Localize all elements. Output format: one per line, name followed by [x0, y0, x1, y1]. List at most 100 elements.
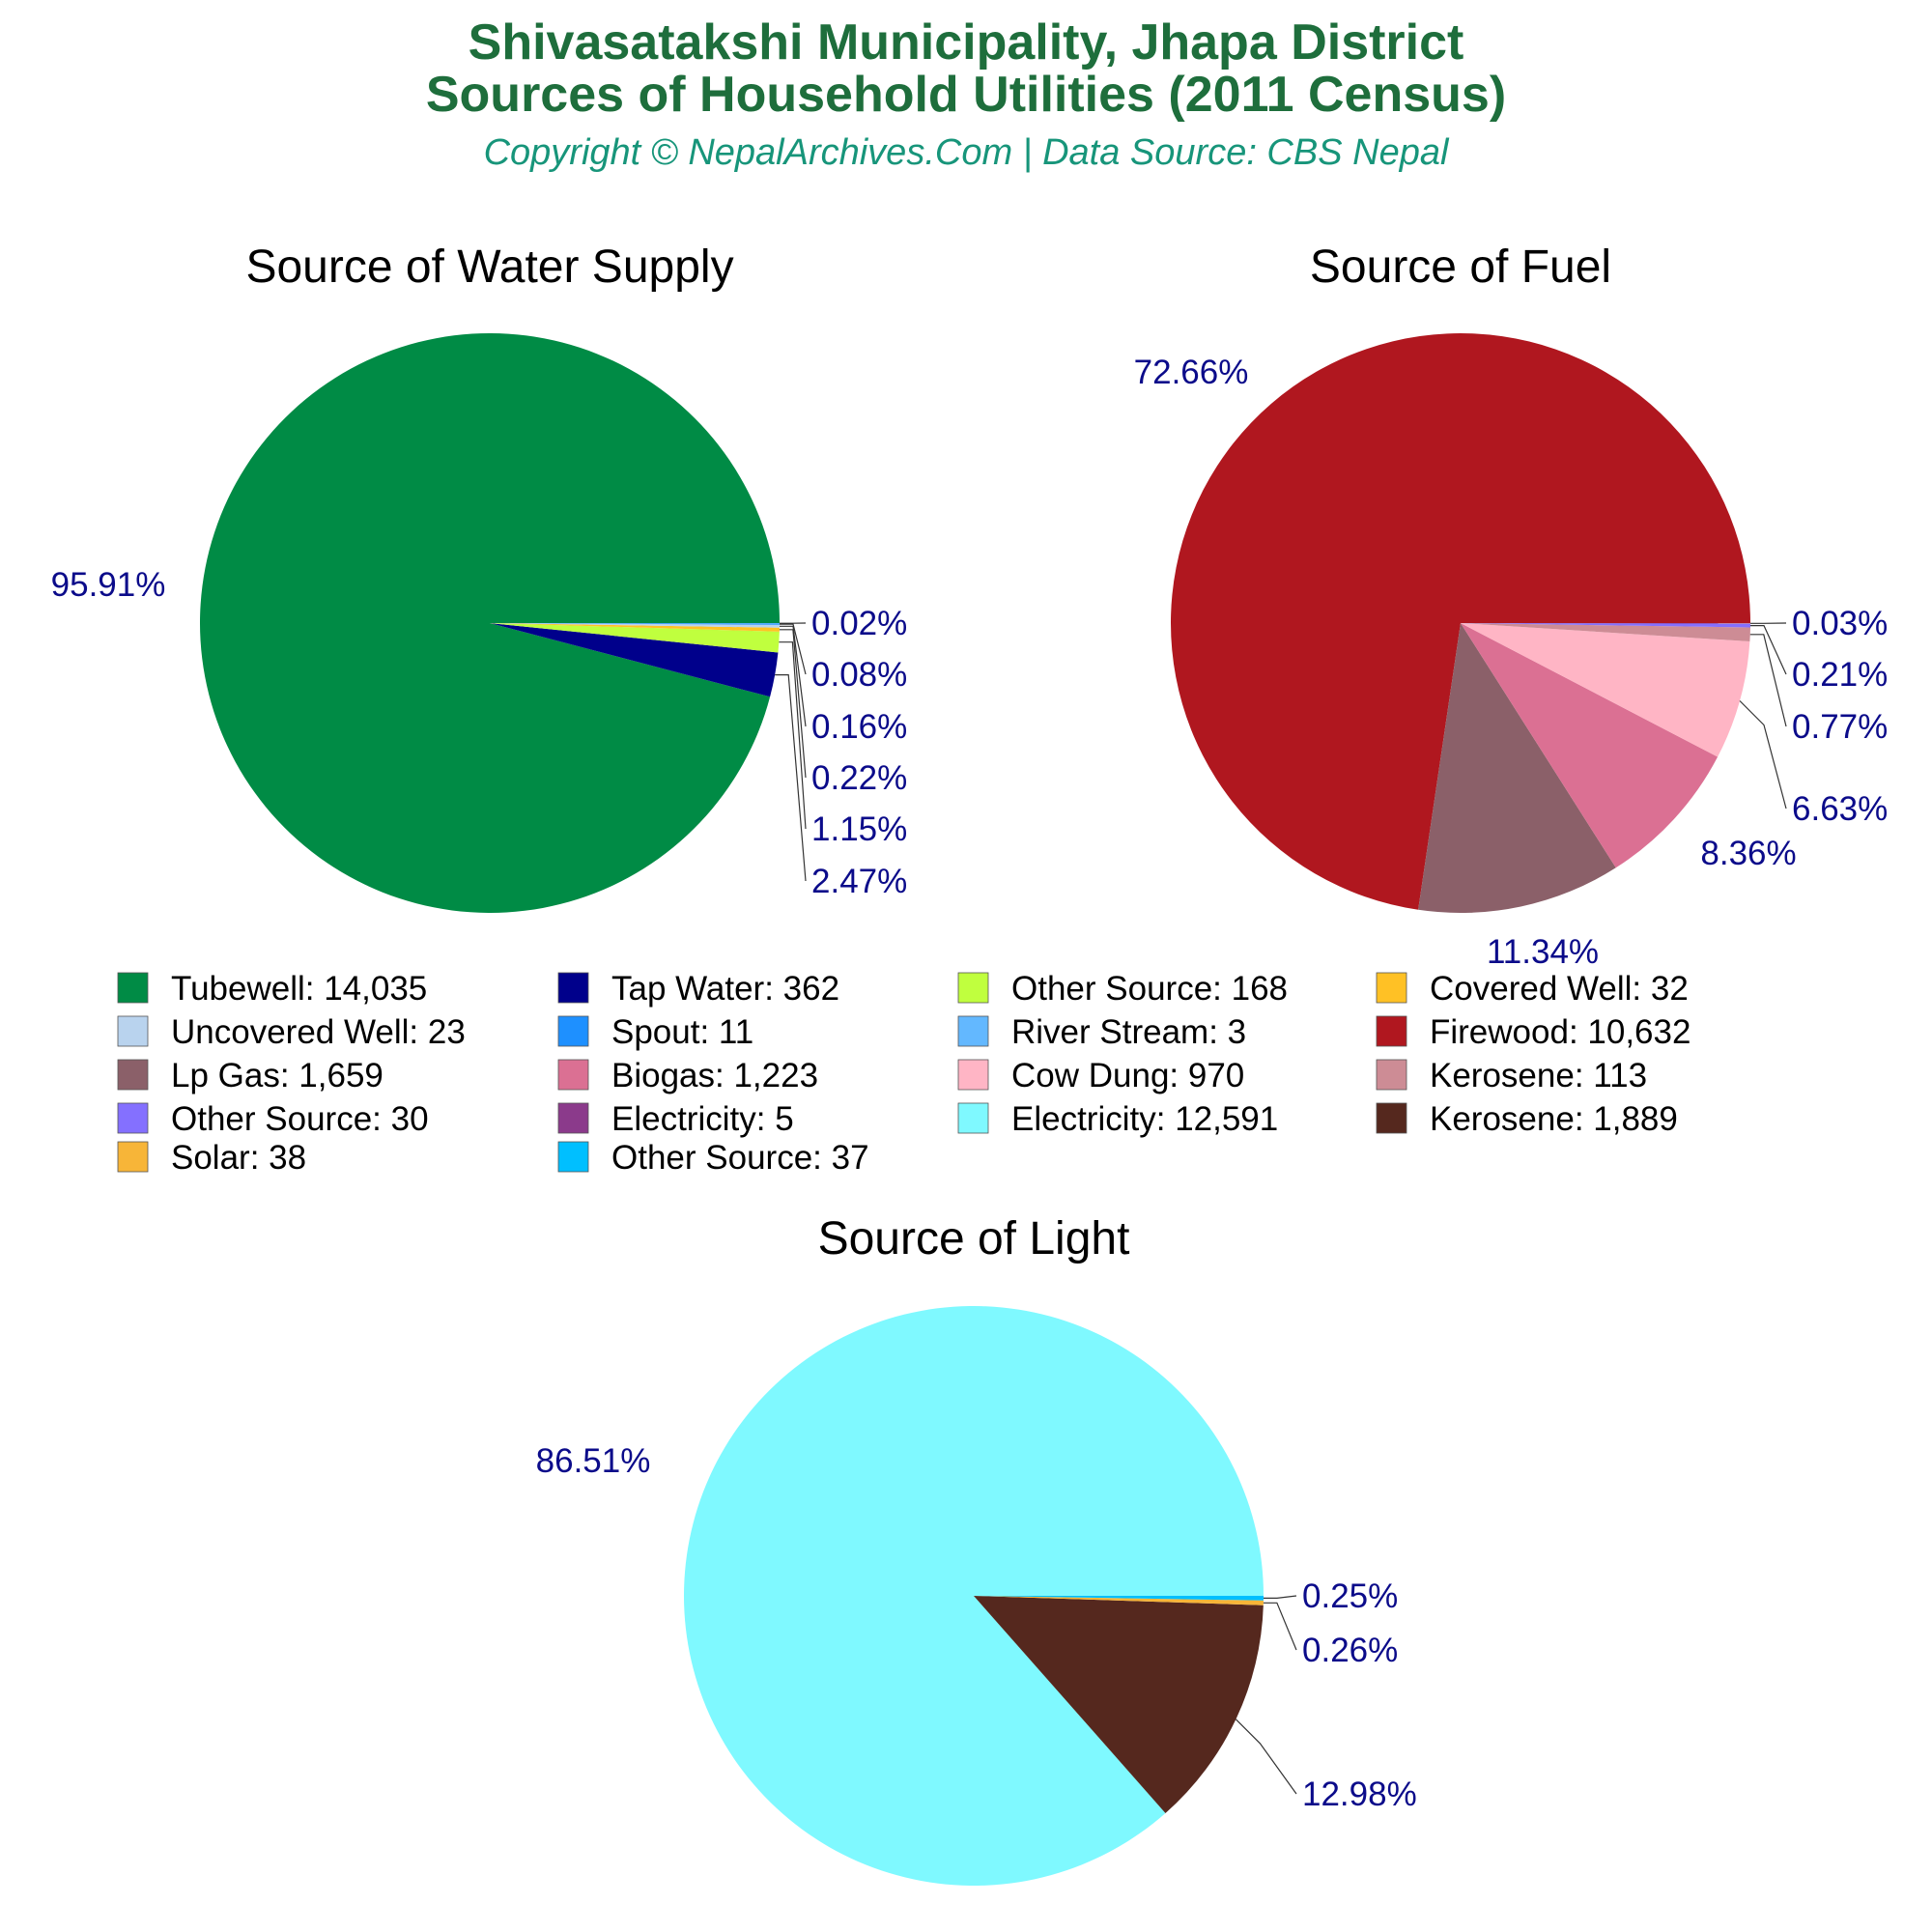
legend-swatch	[117, 1059, 149, 1091]
legend-item: Firewood: 10,632	[1376, 1013, 1690, 1051]
legend-item: River Stream: 3	[957, 1013, 1246, 1051]
legend-item: Solar: 38	[117, 1139, 306, 1177]
pie-percent-label: 0.77%	[1792, 708, 1888, 746]
legend-swatch	[1376, 1059, 1407, 1091]
legend-label: Solar: 38	[171, 1139, 306, 1177]
pie-slice-spout	[490, 623, 780, 625]
legend-label: Other Source: 168	[1011, 970, 1288, 1008]
pie-slice-firewood	[1171, 332, 1750, 910]
pie-chart-3: Source of Light 86.51% 12.98% 0.26% 0.25%	[536, 1213, 1417, 1886]
legend-item: Other Source: 168	[957, 970, 1288, 1008]
pie-percent-label: 1.15%	[811, 810, 907, 848]
chart-title-line-2: Sources of Household Utilities (2011 Cen…	[425, 67, 1507, 123]
legend-item: Tubewell: 14,035	[117, 970, 427, 1008]
pie-percent-label: 11.34%	[1487, 933, 1599, 971]
pie-slice-tap-water	[490, 623, 779, 697]
leader-line	[1263, 1602, 1297, 1651]
pie-percent-label: 0.03%	[1792, 605, 1888, 642]
leader-line	[779, 629, 807, 779]
leader-line	[780, 625, 807, 727]
pie-slice-biogas	[1461, 623, 1719, 868]
legend-swatch	[557, 1059, 589, 1091]
pie-percent-label: 12.98%	[1302, 1776, 1417, 1813]
legend-item: Cow Dung: 970	[957, 1057, 1244, 1094]
legend: Tubewell: 14,035 Tap Water: 362 Other Sour…	[117, 970, 1690, 1177]
legend-item: Electricity: 5	[557, 1100, 794, 1138]
legend-item: Spout: 11	[557, 1013, 753, 1051]
pie-percent-label: 0.22%	[811, 759, 907, 797]
legend-swatch	[1376, 972, 1407, 1004]
leader-line	[1750, 624, 1787, 675]
pie-percent-label: 0.21%	[1792, 656, 1888, 694]
legend-item: Kerosene: 1,889	[1376, 1100, 1678, 1138]
legend-item: Lp Gas: 1,659	[117, 1057, 384, 1094]
pie-percent-label: 0.08%	[811, 656, 907, 694]
legend-label: Tap Water: 362	[611, 970, 839, 1008]
legend-swatch	[557, 972, 589, 1004]
pie-slice-uncovered-well	[490, 623, 780, 628]
chart-subtitle: Copyright © NepalArchives.Com | Data Sou…	[483, 132, 1449, 173]
legend-label: Electricity: 12,591	[1011, 1100, 1278, 1138]
pie-slice-kerosene	[974, 1596, 1264, 1813]
leader-line	[775, 673, 807, 882]
pie-chart-2: Source of Fuel 72.66% 11.34% 8.36% 6.63% 0.77…	[1134, 242, 1889, 971]
legend-label: Other Source: 30	[171, 1100, 429, 1138]
legend-label: Firewood: 10,632	[1430, 1013, 1690, 1051]
legend-label: Covered Well: 32	[1430, 970, 1689, 1008]
legend-label: Biogas: 1,223	[611, 1057, 818, 1094]
legend-swatch	[957, 1102, 989, 1134]
leader-line	[1264, 1595, 1297, 1600]
legend-swatch	[557, 1141, 589, 1173]
legend-item: Other Source: 37	[557, 1139, 869, 1177]
pie-percent-label: 2.47%	[811, 863, 907, 900]
legend-swatch	[117, 1141, 149, 1173]
pie-slice-solar	[974, 1596, 1264, 1605]
pie-percent-label: 0.16%	[811, 708, 907, 746]
pie-title: Source of Light	[818, 1213, 1130, 1264]
pie-slice-lp-gas	[1418, 623, 1616, 913]
pie-slice-other-source	[974, 1596, 1264, 1601]
chart-title-line-1: Shivasatakshi Municipality, Jhapa Distri…	[468, 14, 1464, 71]
pie-group: Source of Water Supply 95.91% 2.47% 1.15% 0.…	[51, 242, 1889, 1886]
pie-percent-label: 86.51%	[536, 1442, 651, 1480]
legend-swatch	[557, 1102, 589, 1134]
legend-swatch	[1376, 1015, 1407, 1047]
legend-item: Other Source: 30	[117, 1100, 429, 1138]
pie-title: Source of Fuel	[1310, 242, 1611, 293]
legend-swatch	[957, 1059, 989, 1091]
pie-percent-label: 6.63%	[1792, 790, 1888, 828]
legend-label: Tubewell: 14,035	[171, 970, 427, 1008]
leader-line	[1749, 634, 1787, 727]
leader-line	[780, 623, 807, 675]
pie-slice-electricity	[1461, 623, 1750, 624]
pie-percent-label: 95.91%	[51, 566, 166, 604]
legend-item: Electricity: 12,591	[957, 1100, 1278, 1138]
legend-item: Tap Water: 362	[557, 970, 839, 1008]
leader-line	[1739, 700, 1787, 810]
legend-item: Covered Well: 32	[1376, 970, 1689, 1008]
legend-swatch	[117, 1102, 149, 1134]
legend-swatch	[117, 972, 149, 1004]
legend-label: Electricity: 5	[611, 1100, 794, 1138]
legend-item: Kerosene: 113	[1376, 1057, 1647, 1094]
pie-slice-other-source	[1461, 623, 1750, 628]
legend-swatch	[117, 1015, 149, 1047]
pie-title: Source of Water Supply	[245, 242, 733, 293]
pie-percent-label: 0.02%	[811, 605, 907, 642]
legend-swatch	[1376, 1102, 1407, 1134]
legend-item: Biogas: 1,223	[557, 1057, 818, 1094]
leader-line	[1235, 1719, 1297, 1795]
pie-percent-label: 72.66%	[1134, 354, 1249, 391]
legend-item: Uncovered Well: 23	[117, 1013, 466, 1051]
pie-slice-other-source	[490, 623, 780, 653]
legend-swatch	[957, 972, 989, 1004]
pie-slice-kerosene	[1461, 623, 1750, 642]
pie-slice-covered-well	[490, 623, 780, 632]
legend-swatch	[557, 1015, 589, 1047]
legend-label: Lp Gas: 1,659	[171, 1057, 384, 1094]
pie-chart-1: Source of Water Supply 95.91% 2.47% 1.15% 0.…	[51, 242, 907, 913]
pie-slice-cow-dung	[1461, 623, 1750, 757]
pie-slice-electricity	[684, 1305, 1264, 1886]
legend-swatch	[957, 1015, 989, 1047]
